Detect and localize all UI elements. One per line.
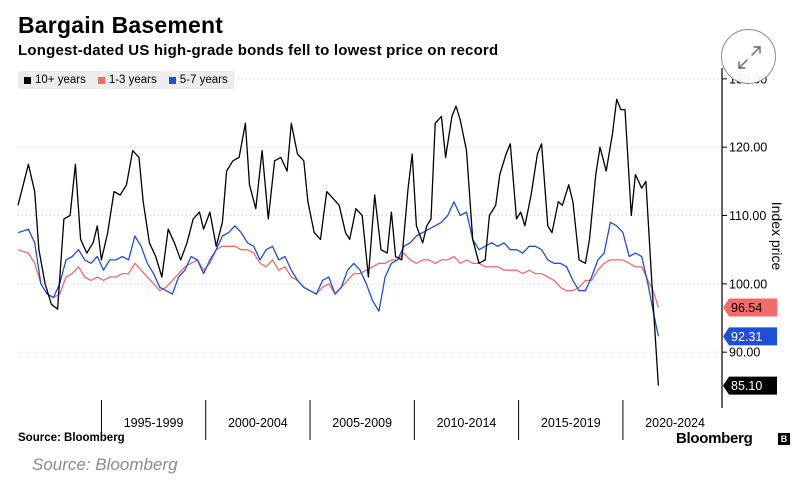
expand-button[interactable] <box>721 29 776 84</box>
legend-swatch <box>168 76 176 84</box>
x-tick-label: 2010-2014 <box>437 416 497 430</box>
x-tick-label: 1995-1999 <box>124 416 184 430</box>
last-value-text: 96.54 <box>731 301 762 315</box>
chart-title: Bargain Basement <box>18 12 224 38</box>
bloomberg-logo: Bloomberg <box>676 430 753 447</box>
series-line-1-3-years <box>17 245 660 308</box>
series-line-10-years <box>17 98 660 386</box>
last-value-text: 92.31 <box>731 330 762 344</box>
last-value-tag <box>723 298 777 317</box>
legend-label: 10+ years <box>35 74 86 86</box>
last-value-text: 85.10 <box>731 379 762 393</box>
y-tick-label: 90.00 <box>729 346 760 360</box>
series-line-5-7-years <box>17 201 660 337</box>
legend-item: 1-3 years <box>97 74 157 86</box>
legend-swatch <box>97 76 105 84</box>
x-tick-label: 2015-2019 <box>541 416 601 430</box>
expand-icon <box>738 46 761 69</box>
bloomberg-badge-icon: B <box>778 433 790 445</box>
legend-swatch <box>24 76 31 84</box>
legend-item: 10+ years <box>24 74 86 86</box>
source-label: Source: Bloomberg <box>18 432 125 444</box>
last-value-label-5-7-years: 92.31 <box>723 327 777 346</box>
y-tick-label: 110.00 <box>729 209 766 223</box>
y-tick-label: 100.00 <box>729 277 767 291</box>
y-tick-label: 120.00 <box>729 141 767 155</box>
last-value-tag <box>723 327 777 346</box>
legend-label: 1-3 years <box>108 74 157 86</box>
last-value-label-1-3-years: 96.54 <box>723 298 777 317</box>
last-value-tag <box>723 376 777 395</box>
last-value-label-10-years: 85.10 <box>723 376 777 395</box>
y-axis-title: Index price <box>769 202 785 271</box>
legend: 10+ years 1-3 years 5-7 years <box>18 71 234 89</box>
x-tick-label: 2020-2024 <box>645 416 705 430</box>
legend-item: 5-7 years <box>168 74 228 86</box>
source-caption: Source: Bloomberg <box>32 455 178 474</box>
legend-label: 5-7 years <box>179 74 228 86</box>
x-tick-label: 2005-2009 <box>332 416 392 430</box>
chart-subtitle: Longest-dated US high-grade bonds fell t… <box>18 42 499 59</box>
x-tick-label: 2000-2004 <box>228 416 288 430</box>
